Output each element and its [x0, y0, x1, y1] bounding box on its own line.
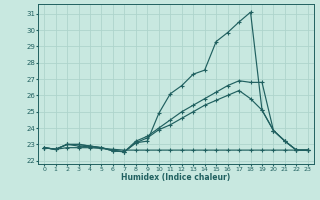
- X-axis label: Humidex (Indice chaleur): Humidex (Indice chaleur): [121, 173, 231, 182]
